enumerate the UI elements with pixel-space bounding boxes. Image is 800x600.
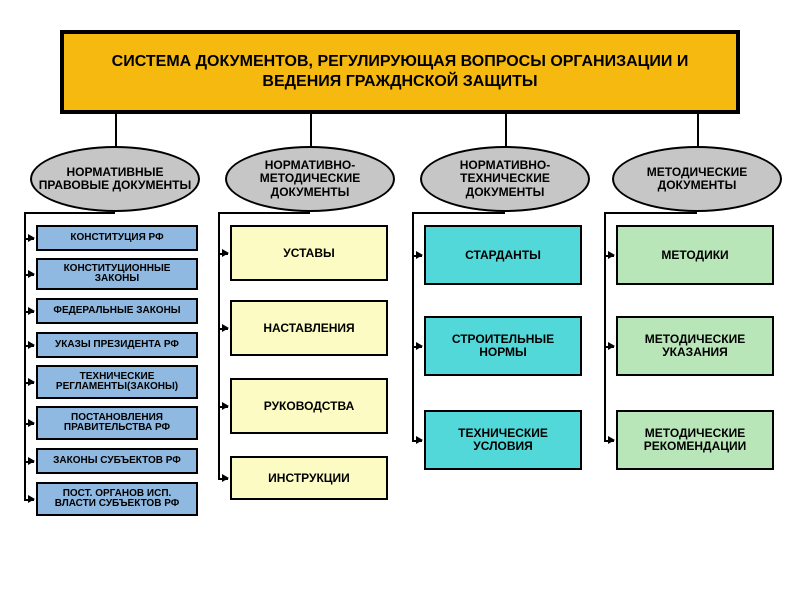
item-box: КОНСТИТУЦИОННЫЕ ЗАКОНЫ: [36, 258, 198, 290]
item-box: РУКОВОДСТВА: [230, 378, 388, 434]
item-label: ИНСТРУКЦИИ: [268, 472, 350, 485]
category-ellipse: НОРМАТИВНЫЕ ПРАВОВЫЕ ДОКУМЕНТЫ: [30, 146, 200, 212]
arrow-head-icon: [28, 495, 35, 503]
arrow-head-icon: [28, 419, 35, 427]
connector-ellipse-to-bus: [218, 212, 310, 214]
item-label: КОНСТИТУЦИЯ РФ: [70, 233, 163, 244]
item-box: МЕТОДИЧЕСКИЕ РЕКОМЕНДАЦИИ: [616, 410, 774, 470]
item-label: МЕТОДИЧЕСКИЕ УКАЗАНИЯ: [622, 333, 768, 358]
arrow-head-icon: [28, 234, 35, 242]
category-label: МЕТОДИЧЕСКИЕ ДОКУМЕНТЫ: [618, 166, 776, 192]
item-box: ИНСТРУКЦИИ: [230, 456, 388, 500]
item-box: УСТАВЫ: [230, 225, 388, 281]
arrow-head-icon: [608, 436, 615, 444]
connector-ellipse-to-bus: [412, 212, 505, 214]
item-box: ТЕХНИЧЕСКИЕ УСЛОВИЯ: [424, 410, 582, 470]
arrow-head-icon: [608, 342, 615, 350]
item-label: СТРОИТЕЛЬНЫЕ НОРМЫ: [430, 333, 576, 358]
item-label: УСТАВЫ: [283, 247, 335, 260]
item-label: МЕТОДИЧЕСКИЕ РЕКОМЕНДАЦИИ: [622, 427, 768, 452]
item-label: НАСТАВЛЕНИЯ: [263, 322, 354, 335]
item-box: СТАРДАНТЫ: [424, 225, 582, 285]
item-label: МЕТОДИКИ: [661, 249, 728, 262]
arrow-head-icon: [416, 342, 423, 350]
item-box: НАСТАВЛЕНИЯ: [230, 300, 388, 356]
item-label: ФЕДЕРАЛЬНЫЕ ЗАКОНЫ: [53, 306, 180, 317]
category-label: НОРМАТИВНО-МЕТОДИЧЕСКИЕ ДОКУМЕНТЫ: [231, 159, 389, 199]
arrow-head-icon: [222, 402, 229, 410]
item-label: ТЕХНИЧЕСКИЕ УСЛОВИЯ: [430, 427, 576, 452]
connector-ellipse-to-bus: [604, 212, 697, 214]
category-label: НОРМАТИВНЫЕ ПРАВОВЫЕ ДОКУМЕНТЫ: [36, 166, 194, 192]
arrow-head-icon: [416, 251, 423, 259]
item-box: ТЕХНИЧЕСКИЕ РЕГЛАМЕНТЫ(ЗАКОНЫ): [36, 365, 198, 399]
item-box: ФЕДЕРАЛЬНЫЕ ЗАКОНЫ: [36, 298, 198, 324]
arrow-head-icon: [416, 436, 423, 444]
category-ellipse: НОРМАТИВНО-ТЕХНИЧЕСКИЕ ДОКУМЕНТЫ: [420, 146, 590, 212]
connector-ellipse-to-bus: [24, 212, 115, 214]
item-box: ПОСТАНОВЛЕНИЯ ПРАВИТЕЛЬСТВА РФ: [36, 406, 198, 440]
item-label: ЗАКОНЫ СУБЪЕКТОВ РФ: [53, 456, 181, 467]
arrow-head-icon: [608, 251, 615, 259]
column-bus: [218, 212, 220, 478]
item-label: УКАЗЫ ПРЕЗИДЕНТА РФ: [55, 340, 179, 351]
category-ellipse: НОРМАТИВНО-МЕТОДИЧЕСКИЕ ДОКУМЕНТЫ: [225, 146, 395, 212]
arrow-head-icon: [222, 249, 229, 257]
item-label: ПОСТАНОВЛЕНИЯ ПРАВИТЕЛЬСТВА РФ: [42, 413, 192, 434]
item-box: КОНСТИТУЦИЯ РФ: [36, 225, 198, 251]
item-box: УКАЗЫ ПРЕЗИДЕНТА РФ: [36, 332, 198, 358]
arrow-head-icon: [28, 270, 35, 278]
item-box: ПОСТ. ОРГАНОВ ИСП. ВЛАСТИ СУБЪЕКТОВ РФ: [36, 482, 198, 516]
connector-title-to-category: [115, 114, 117, 146]
item-box: МЕТОДИКИ: [616, 225, 774, 285]
column-bus: [24, 212, 26, 499]
column-bus: [412, 212, 414, 440]
item-box: СТРОИТЕЛЬНЫЕ НОРМЫ: [424, 316, 582, 376]
arrow-head-icon: [28, 341, 35, 349]
connector-title-to-category: [505, 114, 507, 146]
arrow-head-icon: [222, 324, 229, 332]
column-bus: [604, 212, 606, 440]
item-label: ПОСТ. ОРГАНОВ ИСП. ВЛАСТИ СУБЪЕКТОВ РФ: [42, 489, 192, 510]
item-box: ЗАКОНЫ СУБЪЕКТОВ РФ: [36, 448, 198, 474]
item-label: СТАРДАНТЫ: [465, 249, 541, 262]
title-box: СИСТЕМА ДОКУМЕНТОВ, РЕГУЛИРУЮЩАЯ ВОПРОСЫ…: [60, 30, 740, 114]
arrow-head-icon: [222, 474, 229, 482]
item-box: МЕТОДИЧЕСКИЕ УКАЗАНИЯ: [616, 316, 774, 376]
item-label: РУКОВОДСТВА: [264, 400, 355, 413]
category-ellipse: МЕТОДИЧЕСКИЕ ДОКУМЕНТЫ: [612, 146, 782, 212]
connector-title-to-category: [310, 114, 312, 146]
arrow-head-icon: [28, 457, 35, 465]
arrow-head-icon: [28, 307, 35, 315]
connector-title-to-category: [697, 114, 699, 146]
arrow-head-icon: [28, 378, 35, 386]
title-text: СИСТЕМА ДОКУМЕНТОВ, РЕГУЛИРУЮЩАЯ ВОПРОСЫ…: [74, 52, 726, 92]
category-label: НОРМАТИВНО-ТЕХНИЧЕСКИЕ ДОКУМЕНТЫ: [426, 159, 584, 199]
item-label: ТЕХНИЧЕСКИЕ РЕГЛАМЕНТЫ(ЗАКОНЫ): [42, 372, 192, 393]
item-label: КОНСТИТУЦИОННЫЕ ЗАКОНЫ: [42, 264, 192, 285]
